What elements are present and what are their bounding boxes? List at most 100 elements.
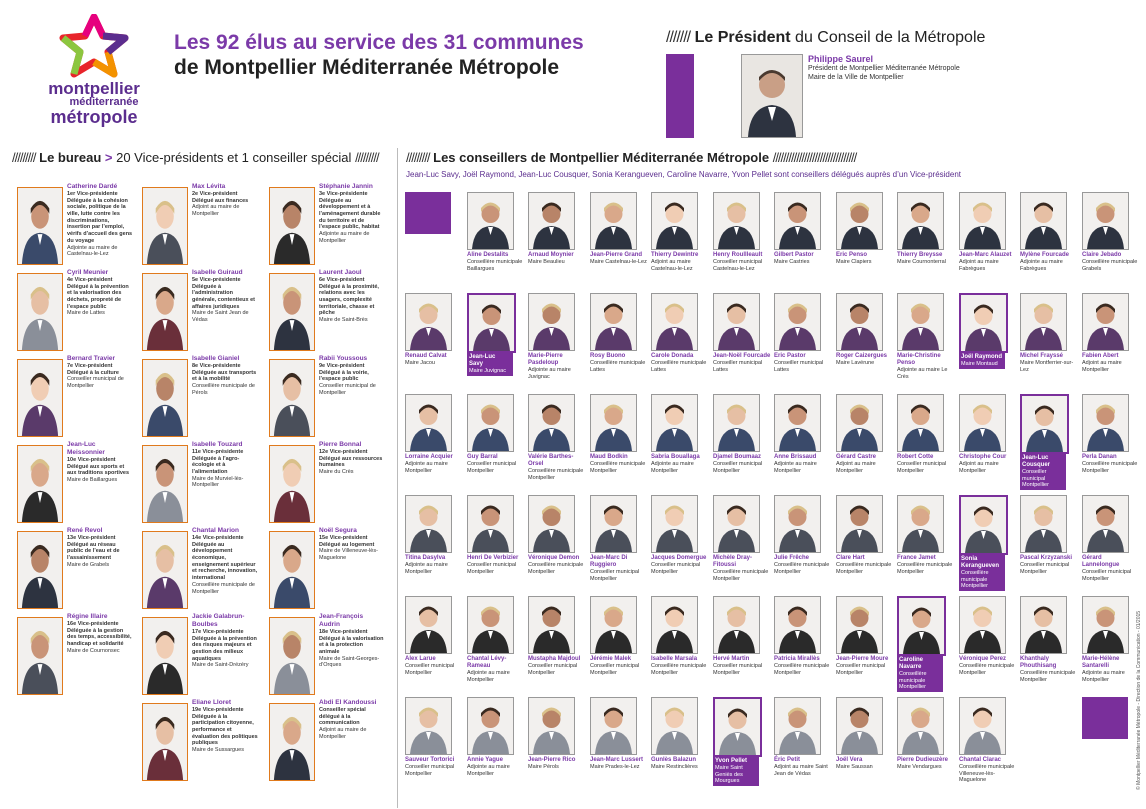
conseiller-photo: [651, 394, 698, 452]
conseiller-photo: [713, 495, 760, 553]
conseiller-name: Jean-Pierre Grand: [590, 252, 643, 258]
conseiller-role: Conseiller municipal Montpellier: [528, 663, 578, 676]
conseiller-info: Julie Frêche Conseillère municipale Montp…: [774, 555, 832, 575]
conseiller-card: Caroline Navarre Conseillère municipale M…: [897, 596, 955, 696]
bureau-member-name: Max Lévita: [192, 183, 226, 190]
bureau-member-name: Cyril Meunier: [67, 269, 109, 276]
portrait-icon: [1021, 193, 1066, 249]
conseiller-photo: [713, 697, 762, 757]
portrait-icon: [1083, 597, 1128, 653]
conseiller-role: Adjoint au maire Saint Jean de Védas: [774, 764, 828, 777]
conseiller-role: Conseillère municipale Montpellier: [774, 562, 830, 575]
bureau-member-place: Conseillère municipale de Montpellier: [192, 581, 255, 595]
conseiller-card: Jean-Marc Lussert Maire Prades-le-Lez: [590, 697, 648, 797]
conseiller-info: Joël Vera Maire Saussan: [836, 757, 894, 771]
conseiller-name: Alex Larue: [405, 656, 436, 662]
portrait-icon: [468, 597, 513, 653]
conseiller-card: Carole Donada Conseillère municipale Latt…: [651, 293, 709, 393]
conseiller-role: Conseillère municipale Lattes: [651, 360, 707, 373]
conseiller-info: France Jamet Conseillère municipale Montp…: [897, 555, 955, 575]
bureau-member-name: Jean-François Audrin: [319, 613, 364, 628]
conseiller-name: Valérie Barthes-Orsel: [528, 454, 574, 468]
conseiller-card: Jean-Luc Savy Maire Juvignac: [467, 293, 525, 393]
conseiller-name: Jean-Marc Lussert: [590, 757, 644, 763]
portrait-icon: [18, 188, 62, 264]
bureau-member-name: Rabii Youssous: [319, 355, 368, 362]
conseiller-card: Lorraine Acquier Adjointe au maire Montpe…: [405, 394, 463, 494]
conseiller-photo: [528, 697, 575, 755]
conseiller-info: Carole Donada Conseillère municipale Latt…: [651, 353, 709, 373]
conseiller-role: Maire Saussan: [836, 764, 873, 771]
conseiller-card: Jacques Domergue Conseiller municipal Mon…: [651, 495, 709, 595]
conseiller-role: Conseiller municipal Montpellier: [651, 562, 701, 575]
conseiller-name: Sabria Bouallaga: [651, 454, 700, 460]
conseiller-card: Rosy Buono Conseillère municipale Lattes: [590, 293, 648, 393]
bureau-member-card: Max Lévita 2e Vice-président Délégué aux …: [135, 180, 259, 268]
conseiller-photo: [959, 697, 1006, 755]
bureau-member-place: Maire de Sussargues: [192, 747, 244, 754]
bureau-member-role: 15e Vice-président Délégué au logement: [319, 534, 375, 548]
conseiller-photo: [774, 697, 821, 755]
metropole-logo: montpellier méditerranée métropole: [38, 14, 150, 126]
conseiller-name: Henri De Verbizier: [467, 555, 519, 561]
bureau-member-card: Jackie Galabrun-Boulbes 17e Vice-présiden…: [135, 610, 259, 698]
conseiller-name: Arnaud Moynier: [528, 252, 574, 258]
bureau-member-info: Chantal Marion 14e Vice-présidente Délégu…: [192, 527, 258, 595]
conseiller-card: Sabria Bouallaga Adjointe au maire Montpe…: [651, 394, 709, 494]
portrait-icon: [143, 618, 187, 694]
conseiller-photo: [528, 596, 575, 654]
bureau-member-info: Isabelle Guiraud 5e Vice-présidente Délég…: [192, 269, 258, 324]
conseiller-card: Patricia Mirallès Conseillère municipale …: [774, 596, 832, 696]
conseiller-info: Jean-Marc Di Ruggiero Conseiller municipa…: [590, 555, 648, 582]
conseiller-role: Maire Jacou: [405, 360, 435, 367]
bureau-member-photo: [142, 359, 188, 437]
bureau-slashes-end: /////////: [355, 150, 379, 165]
conseiller-photo: [405, 394, 452, 452]
bureau-member-place: Maire de Cournonsec: [67, 647, 120, 654]
conseiller-name: Michel Frayssé: [1020, 353, 1064, 359]
bureau-member-card: Abdi El Kandoussi Conseiller spécial délé…: [262, 696, 386, 784]
portrait-icon: [961, 295, 1006, 351]
conseiller-card: Fabien Abert Adjoint au maire Montpellier: [1082, 293, 1140, 393]
conseiller-info: Hervé Martin Conseiller municipal Montpel…: [713, 656, 771, 676]
conseiller-card: Claire Jebado Conseillère municipale Grab…: [1082, 192, 1140, 292]
bureau-member-place: Maire de Baillargues: [67, 476, 118, 483]
bureau-member-place: Maire de Grabels: [67, 561, 110, 568]
conseiller-info: Caroline Navarre Conseillère municipale M…: [897, 656, 943, 692]
portrait-icon: [529, 193, 574, 249]
bureau-member-photo: [269, 703, 315, 781]
portrait-icon: [591, 193, 636, 249]
conseiller-info: Michel Frayssé Maire Montferrier-sur-Lez: [1020, 353, 1078, 373]
conseiller-info: Eric Pastor Conseiller municipal Lattes: [774, 353, 832, 373]
portrait-icon: [960, 597, 1005, 653]
conseiller-card: Eric Penso Maire Clapiers: [836, 192, 894, 292]
portrait-icon: [468, 395, 513, 451]
bureau-member-name: Isabelle Gianiel: [192, 355, 240, 362]
conseiller-card: Mustapha Majdoul Conseiller municipal Mon…: [528, 596, 586, 696]
conseiller-name: Chantal Clarac: [959, 757, 1002, 763]
conseiller-role: Conseillère municipale Grabels: [1082, 259, 1138, 272]
bureau-member-place: Maire du Crès: [319, 469, 354, 476]
conseiller-role: Conseillère municipale Montpellier: [651, 663, 707, 676]
bureau-member-name: Eliane Lloret: [192, 699, 232, 706]
portrait-icon: [143, 704, 187, 780]
bureau-member-photo: [142, 445, 188, 523]
conseiller-role: Adjointe au maire Montpellier: [774, 461, 817, 474]
conseiller-photo: [528, 495, 575, 553]
president-photo: [741, 54, 803, 138]
president-heading-bold: Le Président: [694, 29, 791, 46]
portrait-icon: [270, 360, 314, 436]
conseiller-card: Joël Raymond Maire Montaud: [959, 293, 1017, 393]
conseiller-card: Clare Hart Conseillère municipale Montpel…: [836, 495, 894, 595]
logo-word-metropole: métropole: [50, 107, 138, 127]
conseiller-info: Jean-Noël Fourcade Conseiller municipal L…: [713, 353, 771, 373]
portrait-icon: [1021, 294, 1066, 350]
conseiller-info: Jean-Marc Alauzet Adjoint au maire Fabrèg…: [959, 252, 1017, 272]
conseiller-role: Conseiller municipal Montpellier: [467, 562, 517, 575]
portrait-icon: [1083, 496, 1128, 552]
conseiller-card: Véronique Perez Conseillère municipale Mo…: [959, 596, 1017, 696]
conseiller-photo: [897, 495, 944, 553]
conseiller-card: Joël Vera Maire Saussan: [836, 697, 894, 797]
portrait-icon: [529, 698, 574, 754]
bureau-member-name: Jean-Luc Meissonnier: [67, 441, 105, 456]
